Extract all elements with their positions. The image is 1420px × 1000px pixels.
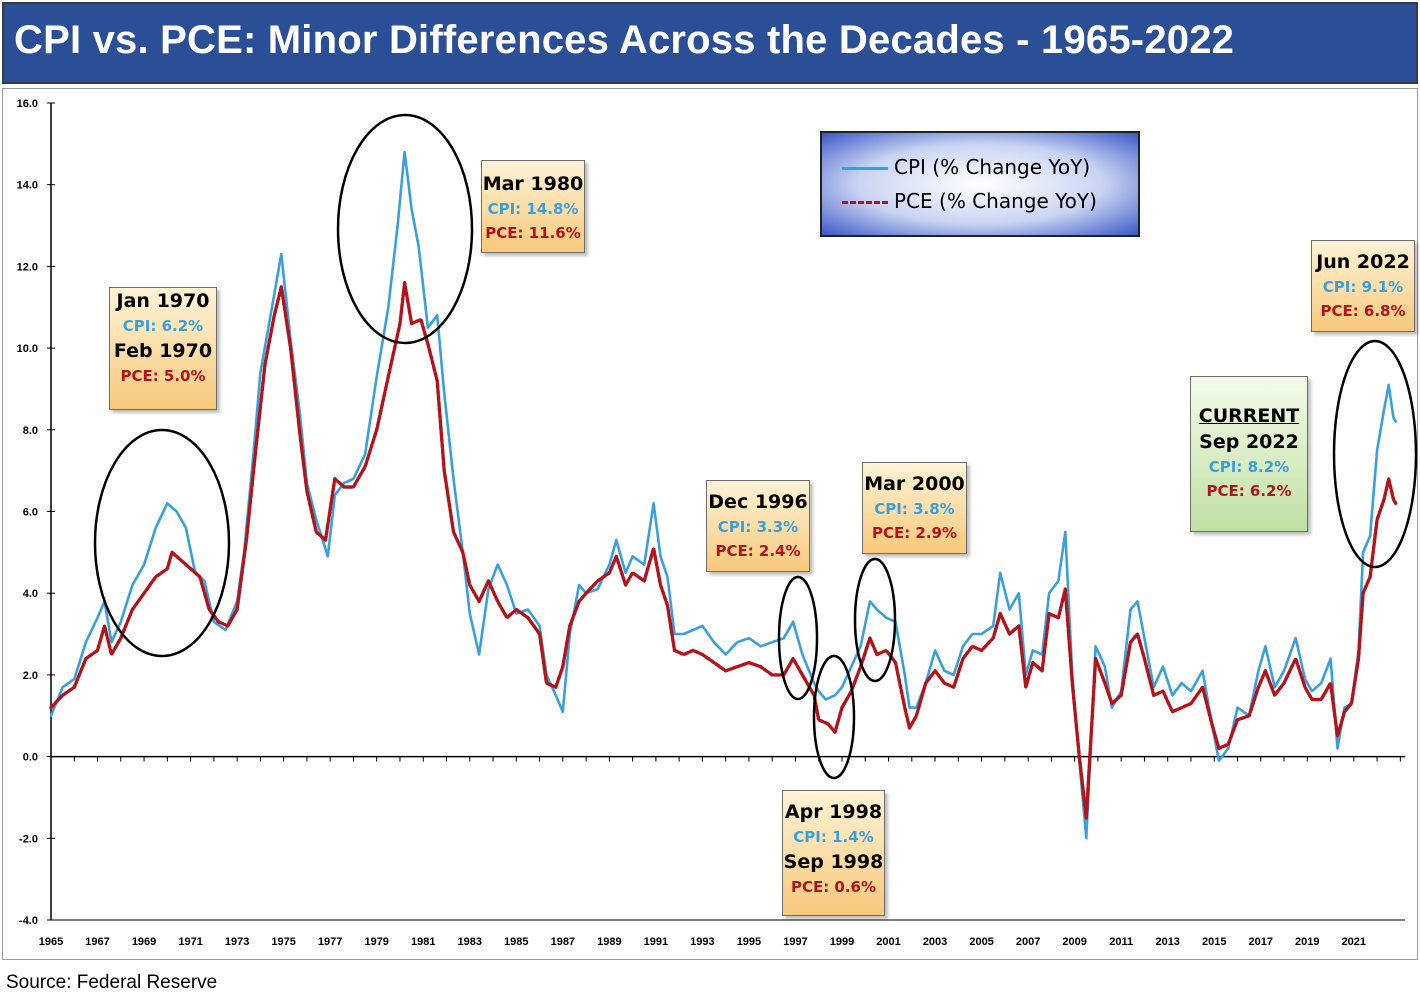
y-tick-label: -4.0	[19, 915, 38, 927]
annotation-jun2022: Jun 2022 CPI: 9.1% PCE: 6.8%	[1311, 240, 1415, 332]
annotation-mar2000: Mar 2000 CPI: 3.8% PCE: 2.9%	[862, 462, 967, 554]
annotation-cpi-value: CPI: 3.8%	[874, 500, 955, 518]
annotation-header: CURRENT	[1198, 405, 1300, 427]
x-tick-label: 1991	[644, 936, 668, 948]
x-tick-label: 2017	[1249, 936, 1273, 948]
legend-label-cpi: CPI (% Change YoY)	[894, 155, 1091, 179]
annotation-pce-value: PCE: 6.2%	[1206, 482, 1292, 500]
annotation-cpi-value: CPI: 8.2%	[1208, 458, 1290, 476]
annotation-dec1996: Dec 1996 CPI: 3.3% PCE: 2.4%	[706, 480, 810, 572]
annotation-header: Jan 1970	[116, 290, 210, 312]
x-tick-label: 1965	[39, 936, 63, 948]
x-tick-label: 2003	[923, 936, 947, 948]
highlight-ellipse-1980	[336, 113, 474, 345]
x-tick-label: 2015	[1202, 936, 1226, 948]
y-tick-label: 16.0	[17, 98, 38, 110]
x-tick-label: 2007	[1016, 936, 1040, 948]
x-tick-label: 1987	[551, 936, 575, 948]
x-tick-label: 2001	[876, 936, 900, 948]
chart-title: CPI vs. PCE: Minor Differences Across th…	[14, 18, 1235, 62]
annotation-cpi-value: CPI: 6.2%	[122, 317, 204, 335]
x-tick-label: 1973	[225, 936, 249, 948]
annotation-header: Jun 2022	[1316, 251, 1410, 273]
highlight-ellipse-1998	[812, 654, 856, 780]
y-tick-label: 0.0	[23, 752, 38, 764]
annotation-header: Apr 1998	[784, 801, 883, 823]
x-tick-label: 2021	[1342, 936, 1366, 948]
x-tick-label: 2013	[1155, 936, 1179, 948]
x-tick-label: 1989	[597, 936, 621, 948]
x-tick-label: 1981	[411, 936, 435, 948]
y-tick-label: 10.0	[17, 343, 38, 355]
y-tick-label: 8.0	[23, 425, 38, 437]
x-tick-label: 1975	[271, 936, 295, 948]
y-tick-label: 14.0	[17, 180, 38, 192]
x-tick-label: 1997	[783, 936, 807, 948]
title-bar: CPI vs. PCE: Minor Differences Across th…	[2, 2, 1418, 84]
legend-item-cpi: CPI (% Change YoY)	[842, 155, 1090, 179]
y-tick-label: 12.0	[17, 261, 38, 273]
series-line-cpi	[49, 150, 1397, 840]
source-note: Source: Federal Reserve	[6, 972, 218, 993]
annotation-pce-value: PCE: 11.6%	[485, 224, 581, 242]
series-line-pce	[49, 281, 1398, 820]
x-tick-label: 1993	[690, 936, 714, 948]
x-tick-label: 1967	[85, 936, 109, 948]
annotation-pce-value: PCE: 2.9%	[871, 524, 958, 542]
highlight-ellipse-2000	[853, 557, 897, 683]
x-tick-label: 1983	[458, 936, 482, 948]
annotation-mar1980: Mar 1980 CPI: 14.8% PCE: 11.6%	[481, 160, 585, 253]
y-tick-label: 4.0	[23, 588, 38, 600]
y-tick-label: 2.0	[23, 670, 38, 682]
x-tick-label: 2019	[1295, 936, 1319, 948]
y-tick-label: -2.0	[19, 833, 38, 845]
legend-item-pce: PCE (% Change YoY)	[842, 189, 1097, 213]
x-tick-label: 1969	[132, 936, 156, 948]
x-tick-label: 1995	[737, 936, 761, 948]
annotation-jan1970: Jan 1970 CPI: 6.2% Feb 1970 PCE: 5.0%	[109, 287, 217, 410]
annotation-cpi-value: CPI: 1.4%	[793, 828, 874, 846]
annotation-cpi-value: CPI: 9.1%	[1322, 278, 1404, 296]
annotation-header: Mar 1980	[482, 173, 584, 195]
annotation-current: CURRENT Sep 2022 CPI: 8.2% PCE: 6.2%	[1190, 376, 1308, 532]
x-tick-label: 1979	[364, 936, 388, 948]
annotation-cpi-value: CPI: 3.3%	[717, 518, 799, 536]
annotation-header: Mar 2000	[864, 473, 965, 495]
legend-label-pce: PCE (% Change YoY)	[894, 189, 1097, 213]
annotation-apr1998: Apr 1998 CPI: 1.4% Sep 1998 PCE: 0.6%	[782, 790, 885, 916]
x-tick-label: 2005	[969, 936, 993, 948]
chart-frame	[2, 88, 1418, 960]
annotation-pce-value: PCE: 6.8%	[1320, 302, 1406, 320]
legend: CPI (% Change YoY) PCE (% Change YoY)	[820, 131, 1140, 237]
x-tick-label: 1971	[178, 936, 202, 948]
annotation-header: Sep 1998	[783, 851, 884, 873]
annotation-pce-value: PCE: 2.4%	[715, 542, 801, 560]
x-tick-label: 2009	[1062, 936, 1086, 948]
highlight-ellipse-1970	[93, 428, 231, 658]
annotation-pce-value: PCE: 0.6%	[790, 878, 877, 896]
x-tick-label: 1985	[504, 936, 528, 948]
x-tick-label: 1999	[830, 936, 854, 948]
x-tick-label: 1977	[318, 936, 342, 948]
annotation-header: Sep 2022	[1199, 431, 1299, 453]
annotation-header: Feb 1970	[113, 340, 213, 362]
highlight-ellipse-2022	[1332, 339, 1418, 569]
legend-swatch-cpi	[842, 167, 888, 170]
annotation-header: Dec 1996	[708, 491, 808, 513]
annotation-pce-value: PCE: 5.0%	[120, 367, 206, 385]
highlight-ellipse-1996	[777, 575, 819, 701]
y-tick-label: 6.0	[23, 507, 38, 519]
annotation-cpi-value: CPI: 14.8%	[487, 200, 579, 218]
legend-swatch-pce	[842, 201, 888, 204]
x-tick-label: 2011	[1109, 936, 1133, 948]
